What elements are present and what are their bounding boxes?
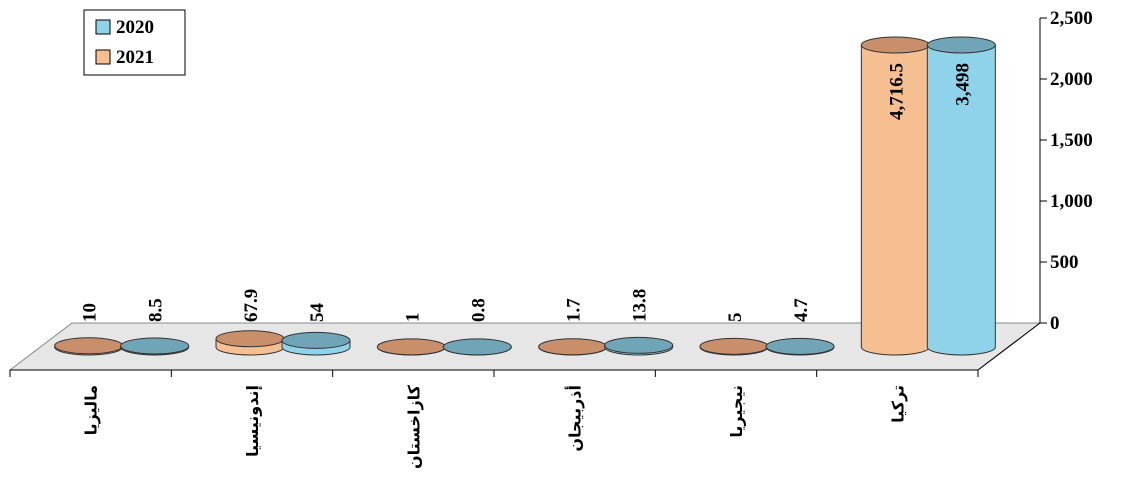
value-label: 4,716.5 xyxy=(886,63,907,120)
bar xyxy=(926,44,996,356)
value-label: 1 xyxy=(402,313,423,323)
value-label: 54 xyxy=(307,303,328,323)
x-tick-label: ماليزيا xyxy=(82,385,101,435)
value-label: 8.5 xyxy=(146,298,167,322)
x-axis-side xyxy=(977,322,1041,371)
x-tick-label: أذربيجان xyxy=(565,385,585,452)
value-label: 1.7 xyxy=(564,298,585,322)
bar-top xyxy=(699,337,769,355)
x-tick-label: نيجيريا xyxy=(727,385,746,438)
y-tick-label: 0 xyxy=(1050,313,1060,334)
legend-label: 2021 xyxy=(116,47,154,68)
bar-top xyxy=(120,337,190,355)
bar-top xyxy=(538,338,608,356)
value-label: 0.8 xyxy=(468,298,489,322)
bar-top xyxy=(604,336,674,354)
legend-swatch xyxy=(95,49,111,65)
value-label: 3,498 xyxy=(952,63,973,106)
bar-top xyxy=(54,337,124,355)
bar-top xyxy=(281,331,351,349)
bar-top xyxy=(860,36,930,54)
bar-top xyxy=(376,338,446,356)
x-tick-label: كازاخستان xyxy=(404,384,423,469)
y-tick-label: 500 xyxy=(1050,252,1079,273)
bar-top xyxy=(215,330,285,348)
plot-area xyxy=(54,36,996,356)
bar-top xyxy=(442,338,512,356)
legend-label: 2020 xyxy=(116,17,154,38)
bar-top xyxy=(926,36,996,54)
value-label: 67.9 xyxy=(241,289,262,322)
y-tick-label: 2,000 xyxy=(1050,69,1093,90)
x-tick-label: إندونيسيا xyxy=(243,385,262,457)
y-tick-label: 2,500 xyxy=(1050,8,1093,29)
y-tick-label: 1,500 xyxy=(1050,130,1093,151)
legend-swatch xyxy=(95,19,111,35)
value-label: 13.8 xyxy=(630,289,651,322)
value-label: 4.7 xyxy=(791,298,812,322)
value-label: 10 xyxy=(80,303,101,322)
bar-top xyxy=(765,337,835,355)
value-label: 5 xyxy=(725,313,746,323)
y-tick-label: 1,000 xyxy=(1050,191,1093,212)
x-tick-label: تركيا xyxy=(888,385,907,423)
